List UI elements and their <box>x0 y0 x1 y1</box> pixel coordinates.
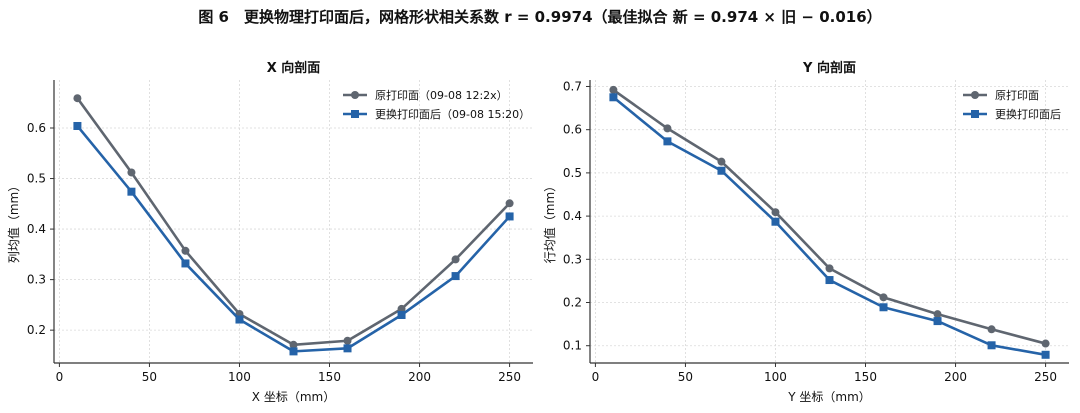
y-profile-series-line-0 <box>612 88 1046 345</box>
y-profile-point-1-2 <box>717 166 726 175</box>
x-profile-point-1-7 <box>451 272 460 281</box>
y-profile-point-0-5 <box>879 293 888 302</box>
x-profile-point-0-5 <box>343 336 352 345</box>
x-profile-point-1-0 <box>73 121 82 130</box>
y-profile-legend-marker-0 <box>971 91 979 99</box>
y-profile-point-0-0 <box>609 85 618 94</box>
x-profile-point-0-7 <box>451 255 460 264</box>
y-profile-point-0-1 <box>663 124 672 133</box>
x-profile-xtick-label-4: 200 <box>408 370 431 384</box>
x-profile-ytick-label-3: 0.5 <box>27 172 46 186</box>
x-profile-point-1-1 <box>127 187 136 196</box>
x-profile-point-0-1 <box>127 168 136 177</box>
y-profile-point-0-3 <box>771 208 780 217</box>
y-profile-legend-label-1: 更换打印面后 <box>995 107 1061 121</box>
y-profile-ylabel: 行均值（mm） <box>542 180 557 263</box>
x-profile-legend: 原打印面（09-08 12:2x） 更换打印面后（09-08 15:20） <box>343 88 530 121</box>
y-profile-ytick-label-1: 0.2 <box>563 296 582 310</box>
y-profile-point-0-2 <box>717 157 726 166</box>
x-profile-xtick-label-3: 150 <box>318 370 341 384</box>
x-profile-xtick-label-1: 50 <box>142 370 157 384</box>
y-profile-point-1-5 <box>879 303 888 312</box>
x-profile-ytick-label-4: 0.6 <box>27 121 46 135</box>
y-profile-point-0-4 <box>825 264 834 273</box>
y-profile-ytick-label-6: 0.7 <box>563 79 582 93</box>
y-profile-point-0-6 <box>933 310 942 319</box>
y-profile-xlabel: Y 坐标（mm） <box>787 390 871 404</box>
x-profile-point-0-2 <box>181 246 190 255</box>
y-profile-ytick-label-0: 0.1 <box>563 339 582 353</box>
y-profile-legend-marker-1 <box>971 110 979 118</box>
y-profile-point-1-3 <box>771 217 780 226</box>
x-profile-point-1-2 <box>181 259 190 268</box>
x-profile-series-1 <box>73 121 514 356</box>
x-profile-ytick-label-0: 0.2 <box>27 323 46 337</box>
x-profile-legend-marker-1 <box>351 110 359 118</box>
x-profile-ytick-label-1: 0.3 <box>27 273 46 287</box>
x-profile-legend-label-0: 原打印面（09-08 12:2x） <box>375 88 508 102</box>
y-profile-panel: 0 50 100 150 200 250 0.1 0.2 0.3 0.4 0.5 0.6 0.7 Y 向剖… <box>542 60 1069 404</box>
y-profile-xtick-label-5: 250 <box>1034 370 1057 384</box>
x-profile-legend-label-1: 更换打印面后（09-08 15:20） <box>375 107 530 121</box>
y-profile-title: Y 向剖面 <box>802 60 856 76</box>
y-profile-point-1-1 <box>663 137 672 146</box>
x-profile-panel: 0 50 100 150 200 250 0.2 0.3 0.4 0.5 0.6 X 向剖面 X 坐标（… <box>6 60 533 404</box>
x-profile-point-1-3 <box>235 315 244 324</box>
x-profile-series-line-1 <box>76 125 511 353</box>
x-profile-point-0-6 <box>397 304 406 313</box>
y-profile-point-1-0 <box>609 93 618 102</box>
y-profile-point-1-6 <box>933 317 942 326</box>
y-profile-grid <box>590 80 1069 363</box>
y-profile-series-0 <box>609 85 1050 348</box>
y-profile-series-1 <box>609 93 1050 359</box>
y-profile-point-0-7 <box>987 325 996 334</box>
y-profile-legend-label-0: 原打印面 <box>995 88 1039 102</box>
x-profile-grid <box>54 80 533 363</box>
x-profile-point-0-8 <box>505 199 514 208</box>
x-profile-series-line-0 <box>76 97 511 347</box>
x-profile-point-1-8 <box>505 212 514 221</box>
y-profile-point-1-8 <box>1041 350 1050 359</box>
y-profile-xtick-label-4: 200 <box>944 370 967 384</box>
x-profile-xtick-label-0: 0 <box>56 370 64 384</box>
x-profile-xtick-label-2: 100 <box>228 370 251 384</box>
y-profile-point-0-8 <box>1041 339 1050 348</box>
y-profile-xtick-label-3: 150 <box>854 370 877 384</box>
y-profile-ytick-label-5: 0.6 <box>563 123 582 137</box>
x-profile-series-0 <box>73 94 514 349</box>
x-profile-point-1-5 <box>343 344 352 353</box>
figure-title: 图 6 更换物理打印面后，网格形状相关系数 r = 0.9974（最佳拟合 新 … <box>198 8 882 26</box>
y-profile-xtick-label-1: 50 <box>678 370 693 384</box>
x-profile-point-1-4 <box>289 347 298 356</box>
x-profile-title: X 向剖面 <box>267 60 321 76</box>
x-profile-point-0-0 <box>73 94 82 103</box>
y-profile-xtick-label-2: 100 <box>764 370 787 384</box>
y-profile-point-1-4 <box>825 276 834 285</box>
x-profile-legend-marker-0 <box>351 91 359 99</box>
y-profile-xtick-label-0: 0 <box>592 370 600 384</box>
x-profile-ylabel: 列均值（mm） <box>6 180 21 263</box>
y-profile-ytick-label-4: 0.5 <box>563 166 582 180</box>
y-profile-ytick-label-2: 0.3 <box>563 252 582 266</box>
x-profile-point-1-6 <box>397 310 406 319</box>
y-profile-point-1-7 <box>987 341 996 350</box>
x-profile-xtick-label-5: 250 <box>498 370 521 384</box>
x-profile-point-0-4 <box>289 340 298 349</box>
x-profile-xlabel: X 坐标（mm） <box>252 390 335 404</box>
x-profile-ytick-label-2: 0.4 <box>27 222 46 236</box>
y-profile-ytick-label-3: 0.4 <box>563 209 582 223</box>
